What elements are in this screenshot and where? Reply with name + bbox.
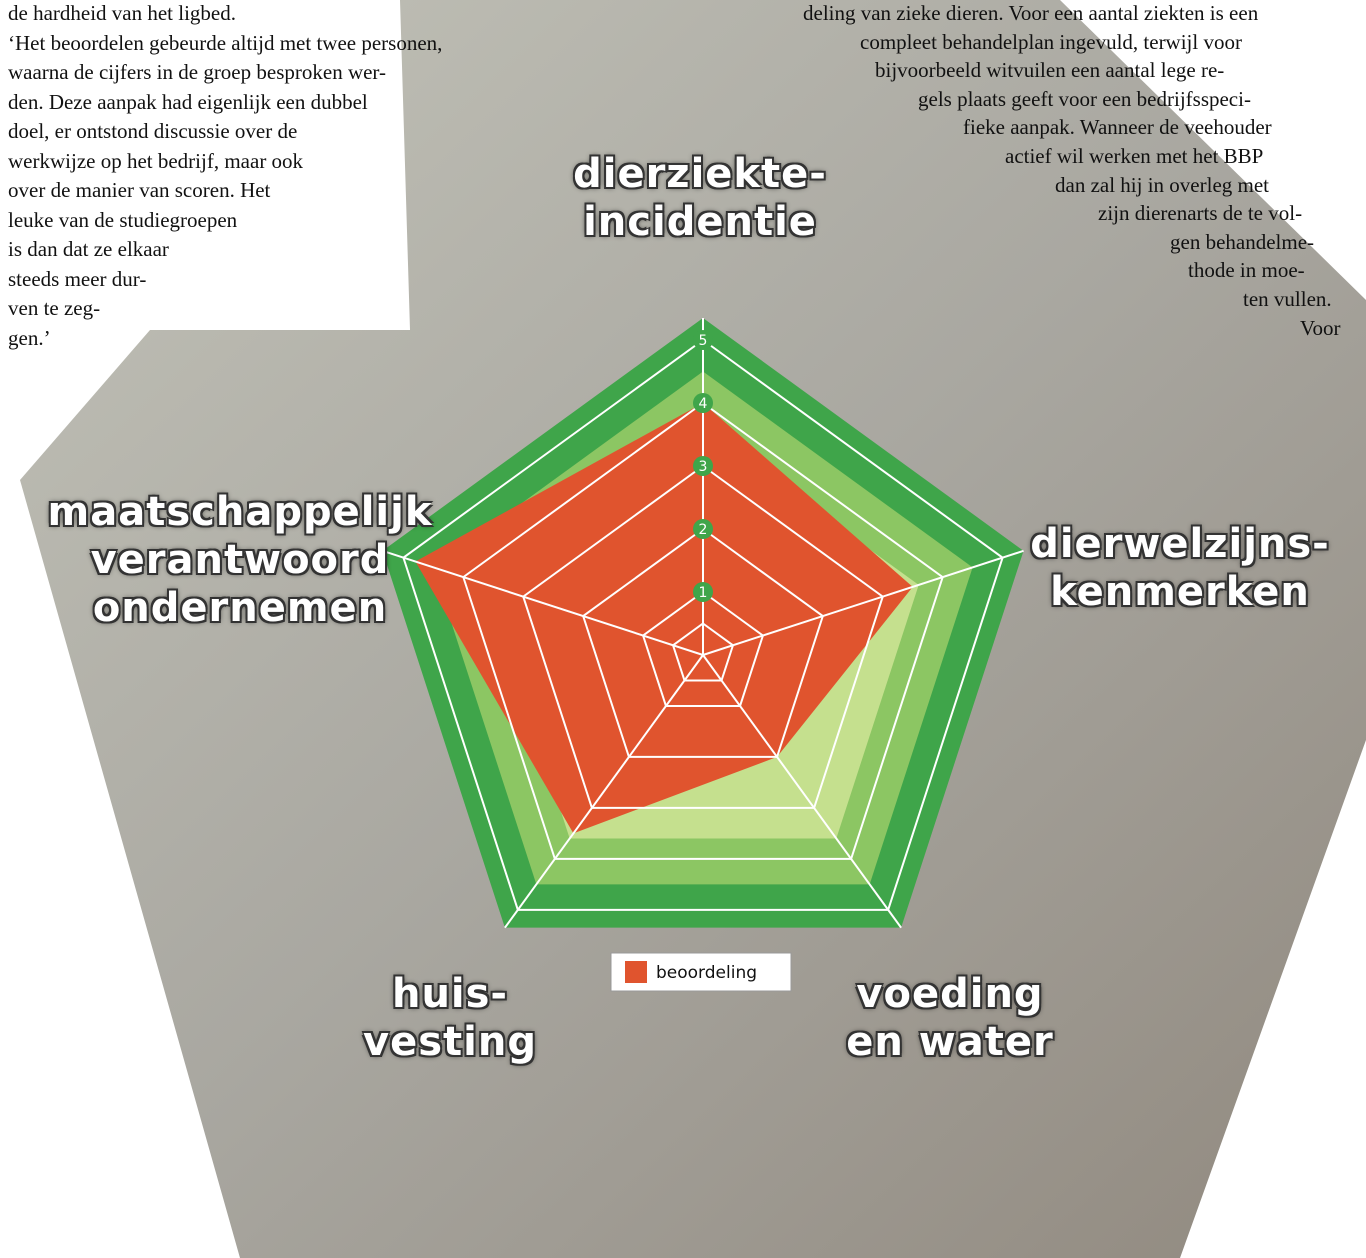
tick-badge bbox=[693, 519, 713, 539]
grid-ring bbox=[671, 622, 735, 682]
category-label: dierziekte- incidentie bbox=[573, 151, 827, 245]
tick-label: 4 bbox=[699, 396, 708, 412]
body-text-line: doel, er ontstond discussie over de bbox=[8, 119, 298, 143]
body-text-line: compleet behandelplan ingevuld, terwijl … bbox=[860, 29, 1242, 54]
category-label: voeding en water bbox=[846, 971, 1054, 1065]
series-area bbox=[415, 403, 913, 834]
body-text-line: ten vullen. bbox=[1243, 287, 1332, 311]
body-text-line: ven te zeg- bbox=[8, 296, 101, 320]
body-text-line: fieke aanpak. Wanneer de veehouder bbox=[963, 115, 1272, 140]
spoke bbox=[504, 654, 704, 929]
body-text-line: is dan dat ze elkaar bbox=[8, 237, 169, 261]
body-text-line: gels plaats geeft voor een bedrijfsspeci… bbox=[918, 86, 1251, 111]
tick-badge bbox=[693, 330, 713, 350]
tick-label: 2 bbox=[699, 522, 708, 538]
spoke bbox=[702, 549, 1024, 656]
tick-badge bbox=[693, 582, 713, 602]
body-text-line: waarna de cijfers in de groep besproken … bbox=[8, 60, 386, 84]
category-label: huis- vesting bbox=[363, 971, 537, 1065]
grid-ring bbox=[522, 464, 884, 809]
body-text-line: Voor bbox=[1300, 315, 1341, 340]
body-text-line: thode in moe- bbox=[1188, 258, 1305, 283]
body-text-line: de hardheid van het ligbed. bbox=[8, 1, 237, 25]
body-text-line: gen behandelme- bbox=[1170, 229, 1315, 254]
body-text-line: den. Deze aanpak had eigenlijk een dubbe… bbox=[8, 89, 368, 114]
body-text-line: zijn dierenarts de te vol- bbox=[1098, 201, 1303, 226]
legend-label: beoordeling bbox=[656, 963, 757, 983]
legend-swatch bbox=[625, 961, 647, 983]
grid-ring bbox=[641, 590, 765, 707]
grid-ring bbox=[581, 527, 825, 758]
body-text-line: actief wil werken met het BBP bbox=[1005, 144, 1264, 168]
tick-label: 5 bbox=[699, 333, 708, 349]
tick-label: 1 bbox=[699, 585, 708, 601]
spoke bbox=[382, 549, 704, 656]
body-text-line: over de manier van scoren. Het bbox=[8, 178, 271, 202]
body-text-line: leuke van de studiegroepen bbox=[8, 207, 238, 232]
tick-badge bbox=[693, 456, 713, 476]
body-text-line: dan zal hij in overleg met bbox=[1055, 172, 1270, 197]
tick-label: 3 bbox=[699, 459, 708, 475]
grid-ring bbox=[462, 401, 944, 860]
body-text-line: deling van zieke dieren. Voor een aantal… bbox=[803, 1, 1259, 25]
category-label: maatschappelijk verantwoord ondernemen bbox=[47, 489, 433, 631]
body-text-line: ‘Het beoordelen gebeurde altijd met twee… bbox=[8, 30, 443, 55]
spoke bbox=[702, 654, 902, 929]
body-text-line: gen.’ bbox=[8, 325, 51, 350]
grid-ring bbox=[402, 338, 1004, 911]
body-text-line: bijvoorbeeld witvuilen een aantal lege r… bbox=[875, 58, 1225, 83]
category-label: dierwelzijns- kenmerken bbox=[1030, 521, 1330, 615]
body-text-line: steeds meer dur- bbox=[8, 266, 147, 291]
body-text-line: werkwijze op het bedrijf, maar ook bbox=[8, 148, 304, 173]
tick-badge bbox=[693, 393, 713, 413]
